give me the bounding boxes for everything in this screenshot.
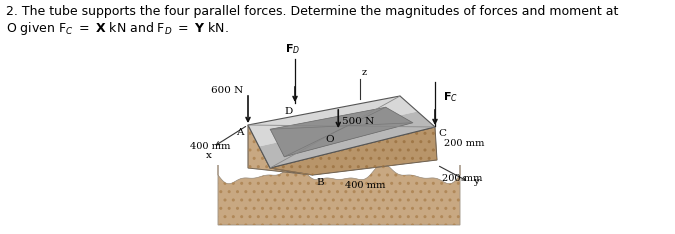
Text: O: O [325,135,334,144]
Text: 500 N: 500 N [342,117,375,125]
Text: y: y [473,178,479,186]
Polygon shape [270,127,437,175]
Text: $\mathbf{F}$$_C$: $\mathbf{F}$$_C$ [443,90,458,104]
Text: B: B [316,178,323,187]
Text: D: D [285,107,293,116]
Text: z: z [362,68,367,77]
Text: C: C [438,129,446,138]
Text: x: x [206,151,212,160]
Polygon shape [248,96,418,146]
Text: 400 mm: 400 mm [345,182,385,190]
Text: $\mathbf{F}$$_D$: $\mathbf{F}$$_D$ [286,42,300,56]
Polygon shape [270,107,413,157]
Text: 200 mm: 200 mm [442,174,483,183]
Polygon shape [259,111,435,168]
Text: A: A [236,128,244,137]
Polygon shape [248,125,313,175]
Text: 200 mm: 200 mm [444,139,485,148]
Polygon shape [218,164,460,225]
Text: 400 mm: 400 mm [190,142,230,151]
Text: O given F$_C$ $=$ $\bf{X}$ kN and F$_D$ $=$ $\bf{Y}$ kN.: O given F$_C$ $=$ $\bf{X}$ kN and F$_D$ … [6,20,229,37]
Text: 2. The tube supports the four parallel forces. Determine the magnitudes of force: 2. The tube supports the four parallel f… [6,5,618,18]
Text: 600 N: 600 N [211,86,243,95]
